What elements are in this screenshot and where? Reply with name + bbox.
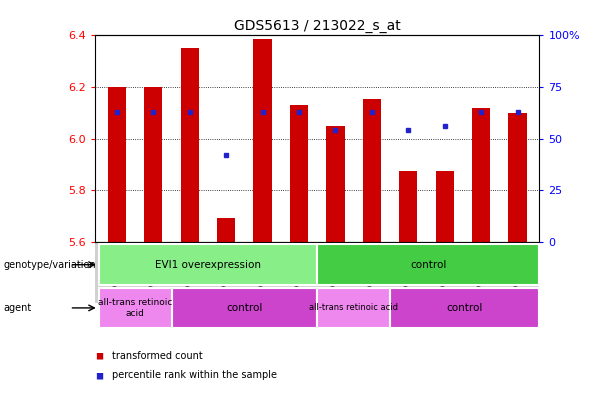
Text: EVI1 overexpression: EVI1 overexpression	[155, 260, 261, 270]
Text: control: control	[410, 260, 446, 270]
Bar	[390, 288, 539, 328]
Bar	[363, 99, 381, 242]
Bar	[99, 244, 318, 285]
Bar	[472, 108, 490, 242]
Text: control: control	[447, 303, 483, 313]
Bar	[326, 126, 345, 242]
Text: genotype/variation: genotype/variation	[3, 260, 96, 270]
Text: ◼: ◼	[95, 351, 103, 361]
Bar	[181, 48, 199, 242]
Bar	[144, 87, 162, 242]
Bar	[290, 105, 308, 242]
Bar	[399, 171, 417, 242]
Text: ◼: ◼	[95, 370, 103, 380]
Bar	[318, 244, 539, 285]
Text: agent: agent	[3, 303, 31, 313]
Text: percentile rank within the sample: percentile rank within the sample	[112, 370, 277, 380]
Bar	[172, 288, 318, 328]
Text: all-trans retinoic
acid: all-trans retinoic acid	[98, 298, 172, 318]
Text: all-trans retinoic acid: all-trans retinoic acid	[309, 303, 398, 312]
Bar	[217, 219, 235, 242]
Bar	[436, 171, 454, 242]
Text: transformed count: transformed count	[112, 351, 203, 361]
Bar	[318, 288, 390, 328]
Bar	[254, 39, 272, 242]
Text: control: control	[226, 303, 262, 313]
Bar	[508, 113, 527, 242]
Title: GDS5613 / 213022_s_at: GDS5613 / 213022_s_at	[234, 19, 401, 33]
Bar	[108, 87, 126, 242]
Bar	[99, 288, 172, 328]
